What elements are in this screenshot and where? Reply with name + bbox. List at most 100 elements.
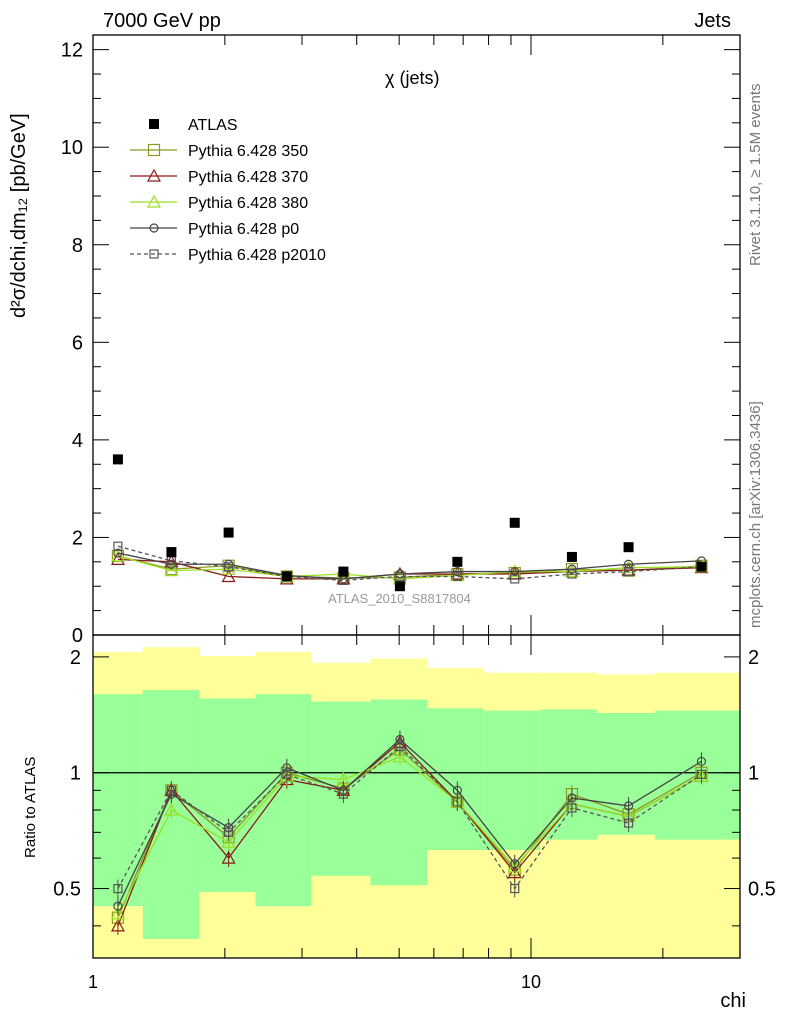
- legend-marker: [147, 143, 161, 157]
- ratio-y-tick-label-right: 2: [748, 647, 759, 669]
- ratio-y-tick-label: 0.5: [53, 879, 81, 901]
- chart-title: χ (jets): [385, 68, 440, 88]
- ratio-y-tick-label-right: 0.5: [748, 879, 776, 901]
- y-tick-label: 6: [72, 332, 83, 354]
- legend-label: Pythia 6.428 350: [188, 143, 308, 160]
- atlas-data-point: [566, 551, 577, 562]
- ratio-series-4-point: [510, 859, 520, 869]
- main-series-line-4: [117, 552, 702, 580]
- ratio-series-5-point: [623, 818, 634, 828]
- main-series-4-point: [452, 566, 462, 577]
- atlas-data-point: [112, 454, 123, 465]
- mcplots-label: mcplots.cern.ch [arXiv:1306.3436]: [747, 401, 764, 628]
- analysis-watermark: ATLAS_2010_S8817804: [328, 591, 471, 606]
- main-panel: [110, 454, 709, 592]
- main-series-line-5: [117, 545, 702, 582]
- green-band-bin: [540, 709, 598, 840]
- main-series-4-point: [113, 548, 123, 558]
- x-tick-label: 1: [88, 972, 98, 992]
- green-band-bin: [427, 708, 484, 850]
- main-series-3-point: [164, 563, 179, 577]
- legend-label: ATLAS: [188, 117, 238, 134]
- ratio-series-2-point: [110, 918, 125, 932]
- atlas-data-point: [166, 547, 177, 558]
- x-tick-label: 10: [521, 972, 541, 992]
- atlas-data-point: [509, 517, 520, 528]
- main-y-axis-title: d²σ/dchi,dm₁₂ [pb/GeV]: [8, 113, 30, 318]
- y-tick-label: 2: [72, 527, 83, 549]
- ratio-panel-frame: [92, 634, 741, 959]
- ratio-series-2-point: [221, 850, 236, 864]
- ratio-series-line-5: [117, 745, 702, 890]
- main-series-5-point: [113, 541, 123, 551]
- atlas-data-point: [281, 571, 292, 582]
- main-series-4-point: [510, 566, 520, 577]
- main-series-5-point: [510, 574, 520, 584]
- atlas-data-point: [394, 581, 405, 592]
- green-band-bin: [370, 699, 428, 886]
- atlas-data-point: [223, 527, 234, 538]
- legend-label: Pythia 6.428 p2010: [188, 247, 326, 264]
- ratio-y-axis-title: Ratio to ATLAS: [22, 756, 39, 858]
- ratio-series-5-point: [338, 789, 349, 799]
- atlas-data-point: [623, 542, 634, 553]
- ratio-series-5-point: [224, 827, 234, 837]
- y-tick-label: 10: [61, 137, 83, 159]
- green-band-bin: [483, 710, 541, 850]
- legend-marker: [149, 223, 159, 233]
- main-series-2-point: [110, 552, 125, 565]
- ratio-series-5-point: [567, 803, 577, 813]
- legend-label: Pythia 6.428 p0: [188, 221, 299, 238]
- ratio-series-5-point: [166, 785, 176, 795]
- main-series-5-point: [567, 569, 577, 579]
- y-tick-label: 0: [72, 625, 83, 647]
- legend-label: Pythia 6.428 370: [188, 169, 308, 186]
- ratio-series-4-point: [623, 801, 634, 811]
- legend: ATLAS Pythia 6.428 350 Pythia 6.428 370 Pyt…: [130, 117, 326, 264]
- ratio-series-5-point: [510, 883, 520, 894]
- atlas-data-point: [452, 556, 463, 567]
- main-series-5-point: [224, 562, 234, 572]
- ratio-series-4-point: [113, 901, 123, 911]
- legend-marker-atlas: [149, 119, 159, 129]
- legend-marker: [146, 194, 162, 208]
- atlas-data-point: [338, 566, 349, 577]
- y-tick-label: 8: [72, 235, 83, 257]
- green-band-bin: [255, 694, 312, 907]
- y-tick-label: 4: [72, 430, 83, 452]
- ratio-series-5-point: [395, 741, 405, 752]
- ratio-series-3-point: [110, 906, 125, 920]
- x-axis-title: chi: [720, 990, 746, 1012]
- green-band-bin: [199, 698, 256, 892]
- ratio-series-3-point: [392, 749, 407, 763]
- ratio-series-5-point: [282, 769, 292, 780]
- y-tick-label: 12: [61, 40, 83, 62]
- main-series-5-point: [452, 571, 462, 582]
- main-series-2-point: [221, 569, 236, 583]
- main-series-5-point: [395, 571, 405, 582]
- main-series-4-point: [623, 559, 634, 569]
- ratio-series-5-point: [452, 797, 462, 807]
- legend-marker: [146, 168, 162, 182]
- ratio-series-3-point: [164, 802, 179, 816]
- ratio-uncertainty-bands: [93, 647, 740, 958]
- main-series-line-3: [117, 555, 702, 580]
- ratio-y-tick-label-right: 1: [748, 763, 759, 785]
- ratio-y-tick-label: 1: [70, 763, 81, 785]
- energy-label: 7000 GeV pp: [103, 10, 221, 32]
- main-series-3-point: [221, 561, 236, 575]
- ratio-series-5-point: [113, 883, 123, 894]
- ratio-series-3-point: [221, 834, 236, 848]
- main-series-5-point: [623, 566, 634, 577]
- category-label: Jets: [694, 10, 731, 32]
- ratio-panel: [110, 730, 709, 935]
- ratio-series-5-point: [696, 769, 707, 780]
- atlas-data-point: [696, 561, 707, 572]
- legend-marker: [149, 249, 159, 259]
- main-series-4-point: [567, 564, 577, 574]
- ratio-y-tick-label: 2: [70, 647, 81, 669]
- rivet-label: Rivet 3.1.10, ≥ 1.5M events: [747, 83, 764, 267]
- legend-label: Pythia 6.428 380: [188, 195, 308, 212]
